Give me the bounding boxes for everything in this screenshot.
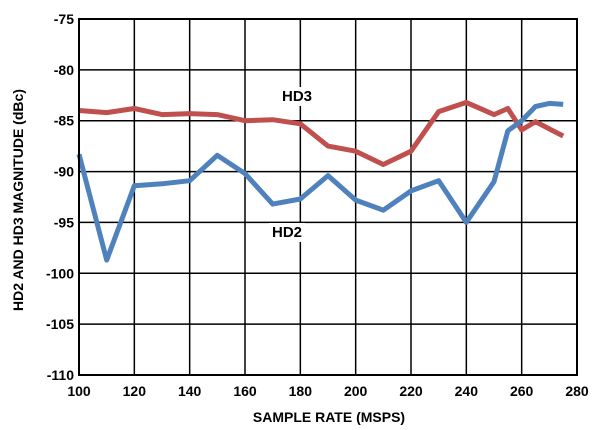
x-tick-labels: 100 120 140 160 180 200 220 240 260 280 [67, 383, 589, 399]
x-axis-title: SAMPLE RATE (MSPS) [253, 409, 405, 425]
plot-frame [78, 18, 578, 376]
y-tick-label: -95 [54, 214, 74, 230]
series-label-hd3: HD3 [282, 88, 312, 105]
x-tick-label: 100 [67, 383, 91, 399]
y-tick-label: -85 [54, 113, 74, 129]
x-tick-label: 220 [399, 383, 423, 399]
y-tick-label: -80 [54, 62, 74, 78]
series-label-background [269, 223, 306, 242]
series-line-hd2 [76, 100, 564, 263]
series-label-hd2: HD2 [272, 224, 302, 241]
x-tick-label: 160 [233, 383, 257, 399]
x-tick-label: 180 [289, 383, 313, 399]
x-tick-label: 280 [565, 383, 589, 399]
y-tick-label: -90 [54, 164, 74, 180]
series-line-hd3 [78, 99, 565, 167]
x-tick-label: 200 [344, 383, 368, 399]
grid [78, 18, 578, 376]
y-tick-label: -75 [54, 11, 74, 27]
x-tick-label: 140 [178, 383, 202, 399]
series-lines [76, 99, 565, 263]
x-tick-label: 120 [123, 383, 147, 399]
x-tick-label: 240 [455, 383, 479, 399]
y-axis-title: HD2 AND HD3 MAGNITUDE (dBc) [10, 89, 26, 311]
series-label-background [279, 87, 316, 106]
y-tick-label: -105 [46, 316, 74, 332]
y-tick-labels: -75 -80 -85 -90 -95 -100 -105 -110 [46, 11, 74, 383]
y-tick-label: -100 [46, 265, 74, 281]
y-tick-label: -110 [47, 367, 74, 383]
x-tick-label: 260 [510, 383, 534, 399]
